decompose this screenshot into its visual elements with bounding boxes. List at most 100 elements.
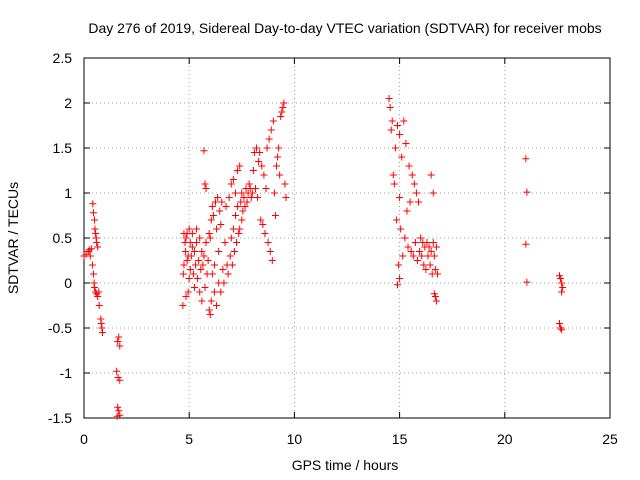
data-point xyxy=(91,216,99,224)
data-point xyxy=(238,216,246,224)
data-point xyxy=(219,266,227,273)
data-point xyxy=(393,122,401,129)
data-point xyxy=(386,104,394,111)
data-point xyxy=(271,212,279,219)
data-point xyxy=(225,194,233,201)
data-point xyxy=(195,257,203,264)
data-point xyxy=(259,221,267,228)
y-tick-label: 2.5 xyxy=(53,50,73,66)
data-point xyxy=(188,230,196,237)
data-point xyxy=(416,248,424,255)
data-point xyxy=(198,248,206,255)
data-point xyxy=(415,198,423,206)
x-tick-label: 15 xyxy=(392,431,408,447)
y-tick-label: 0 xyxy=(64,275,72,291)
data-point xyxy=(522,240,530,248)
x-axis-ticks: 0 5 10 15 20 25 xyxy=(80,58,618,447)
data-point xyxy=(114,403,122,411)
data-point xyxy=(430,290,438,298)
data-point xyxy=(207,297,215,305)
plot-frame xyxy=(83,57,611,419)
data-point xyxy=(556,320,564,327)
data-point xyxy=(201,284,209,291)
data-point xyxy=(193,239,201,246)
data-point xyxy=(210,288,218,296)
data-point xyxy=(248,189,256,197)
data-point xyxy=(183,257,191,264)
data-point xyxy=(185,225,193,233)
data-point xyxy=(196,234,204,242)
data-point xyxy=(397,225,405,233)
data-point xyxy=(98,324,106,332)
data-point xyxy=(410,180,418,188)
data-points xyxy=(80,95,567,420)
data-point xyxy=(88,261,96,269)
y-tick-label: -1.5 xyxy=(48,410,72,426)
data-point xyxy=(262,185,270,192)
data-point xyxy=(429,189,437,197)
data-point xyxy=(279,104,287,111)
data-point xyxy=(557,324,565,332)
data-point xyxy=(558,279,566,287)
data-point xyxy=(216,207,224,215)
data-point xyxy=(247,194,255,201)
data-point xyxy=(202,239,210,246)
data-point xyxy=(400,117,408,125)
data-point xyxy=(87,245,95,253)
data-point xyxy=(398,153,406,161)
data-point xyxy=(94,243,102,251)
data-point xyxy=(432,297,440,305)
data-point xyxy=(181,248,189,255)
data-point xyxy=(557,275,565,282)
data-point xyxy=(222,203,230,210)
data-point xyxy=(523,188,531,196)
data-point xyxy=(184,288,192,296)
data-point xyxy=(408,171,416,179)
data-point xyxy=(388,117,396,125)
data-point xyxy=(399,252,407,260)
data-point xyxy=(199,261,207,269)
data-point xyxy=(210,261,218,269)
data-point xyxy=(255,158,263,165)
data-point xyxy=(234,203,242,210)
data-point xyxy=(217,221,225,228)
data-point xyxy=(422,266,430,273)
data-point xyxy=(201,180,209,188)
data-point xyxy=(275,144,283,152)
data-point xyxy=(432,243,440,251)
data-point xyxy=(206,234,214,242)
y-axis-ticks: -1.5 -1 -0.5 0 0.5 1 1.5 2 2.5 xyxy=(48,50,610,426)
data-point xyxy=(407,248,415,255)
data-point xyxy=(189,270,197,278)
data-point xyxy=(209,212,217,219)
data-point xyxy=(182,293,190,300)
data-point xyxy=(258,162,266,170)
data-point xyxy=(221,239,229,246)
data-point xyxy=(205,306,213,314)
data-point xyxy=(208,203,216,210)
data-point xyxy=(193,225,201,233)
data-point xyxy=(207,216,215,224)
data-point xyxy=(235,230,243,237)
data-point xyxy=(241,203,249,210)
data-point xyxy=(116,376,124,384)
data-point xyxy=(95,302,103,309)
data-point xyxy=(405,162,413,170)
data-point xyxy=(198,297,206,305)
data-point xyxy=(93,239,101,246)
data-point xyxy=(395,261,403,269)
data-point xyxy=(224,270,232,278)
data-point xyxy=(233,239,241,246)
data-point xyxy=(237,198,245,206)
data-point xyxy=(412,189,420,197)
data-point xyxy=(116,342,124,350)
x-axis-label: GPS time / hours xyxy=(292,457,399,473)
data-point xyxy=(396,194,404,201)
data-point xyxy=(180,261,188,269)
data-point xyxy=(215,248,223,255)
data-point xyxy=(194,275,202,282)
data-point xyxy=(391,144,399,152)
data-point xyxy=(179,302,187,309)
data-point xyxy=(261,230,269,237)
